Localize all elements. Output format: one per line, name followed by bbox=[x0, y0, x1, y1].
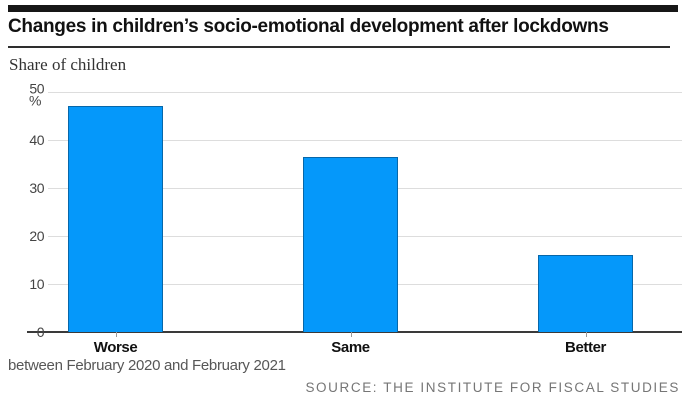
x-category-label-better: Better bbox=[565, 339, 606, 356]
plot-area: 0 10 20 30 40 50% Worse Same Better bbox=[8, 81, 682, 356]
x-tick-same bbox=[350, 332, 352, 337]
x-tick-better bbox=[585, 332, 587, 337]
y-tick-label-0: 0 bbox=[36, 324, 45, 340]
y-tick-label-30: 30 bbox=[29, 180, 44, 196]
y-tick-label-40: 40 bbox=[29, 132, 44, 148]
chart-title: Changes in children’s socio-emotional de… bbox=[8, 16, 609, 37]
y-tick-label-50: 50% bbox=[8, 81, 44, 109]
gridline-y50 bbox=[48, 92, 682, 93]
x-category-label-worse: Worse bbox=[93, 339, 138, 356]
header-top-rule bbox=[8, 5, 678, 12]
chart-subtitle: Share of children bbox=[9, 55, 127, 74]
chart-footnote: between February 2020 and February 2021 bbox=[8, 357, 286, 374]
bar-better bbox=[538, 255, 633, 332]
bar-same bbox=[303, 156, 398, 332]
x-tick-worse bbox=[115, 332, 117, 337]
bar-worse bbox=[68, 106, 163, 332]
x-axis-baseline bbox=[27, 331, 682, 333]
gridline-y40 bbox=[48, 140, 682, 141]
y-tick-label-20: 20 bbox=[29, 228, 44, 244]
x-category-label-same: Same bbox=[331, 339, 370, 356]
source-credit: SOURCE: THE INSTITUTE FOR FISCAL STUDIES bbox=[305, 380, 680, 395]
title-divider-rule bbox=[8, 46, 670, 48]
y-tick-label-10: 10 bbox=[29, 276, 44, 292]
y-axis-unit-label: % bbox=[29, 92, 41, 109]
